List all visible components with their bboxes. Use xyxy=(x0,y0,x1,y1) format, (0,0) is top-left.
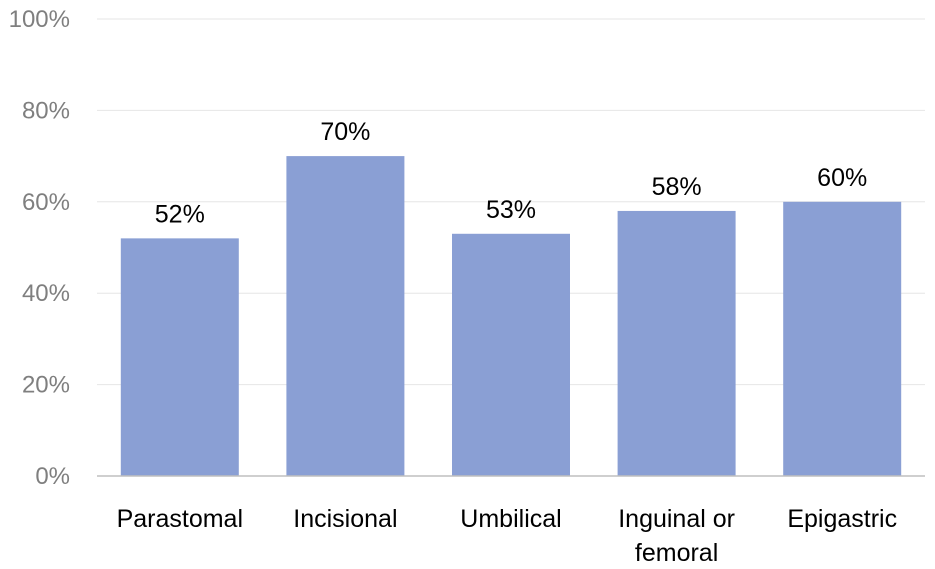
data-label: 52% xyxy=(155,200,205,228)
bar xyxy=(452,233,570,476)
y-tick-label: 100% xyxy=(9,6,70,33)
y-tick-label: 40% xyxy=(22,280,70,307)
y-axis-ticks: 0% 20% 40% 60% 80% 100% xyxy=(9,6,70,490)
x-category-label: Incisional xyxy=(293,505,397,533)
x-category-label: Inguinal or xyxy=(618,505,735,533)
bars xyxy=(120,156,902,477)
data-label: 70% xyxy=(320,118,370,146)
x-category-label: femoral xyxy=(635,539,718,567)
x-category-label: Epigastric xyxy=(787,505,897,533)
x-category-label: Parastomal xyxy=(117,505,243,533)
data-label: 60% xyxy=(817,164,867,192)
data-label: 58% xyxy=(652,173,702,201)
data-label: 53% xyxy=(486,196,536,224)
bar xyxy=(286,156,405,476)
y-tick-label: 20% xyxy=(22,372,70,399)
x-axis-categories: Parastomal Incisional Umbilical Inguinal or… xyxy=(117,505,898,567)
bar xyxy=(783,201,902,477)
y-tick-label: 60% xyxy=(22,189,70,216)
bar xyxy=(617,210,736,476)
bar xyxy=(120,238,239,476)
y-tick-label: 0% xyxy=(35,463,70,490)
y-tick-label: 80% xyxy=(22,97,70,124)
x-category-label: Umbilical xyxy=(460,505,561,533)
data-labels: 52% 70% 53% 58% 60% xyxy=(155,118,867,228)
